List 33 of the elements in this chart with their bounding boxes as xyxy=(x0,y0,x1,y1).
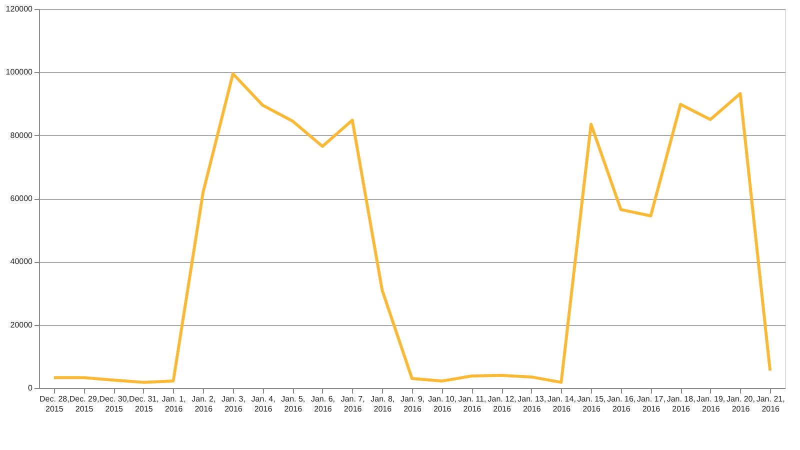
y-tick-label: 20000 xyxy=(10,320,34,330)
x-tick-label: Jan. 7, 2016 xyxy=(340,394,365,414)
x-tick-label: Jan. 21, 2016 xyxy=(756,394,785,414)
x-tick-label: Jan. 6, 2016 xyxy=(310,394,335,414)
x-tick-label: Dec. 28, 2015 xyxy=(40,394,70,414)
x-tick-label: Jan. 8, 2016 xyxy=(370,394,395,414)
x-tick-label: Jan. 1, 2016 xyxy=(162,394,186,414)
x-tick-label: Dec. 29, 2015 xyxy=(69,394,100,414)
x-tick-label: Jan. 10, 2016 xyxy=(428,394,457,414)
x-tick-label: Jan. 18, 2016 xyxy=(666,394,696,414)
x-tick-label: Jan. 12, 2016 xyxy=(488,394,516,414)
x-tick-label: Jan. 15, 2016 xyxy=(577,394,606,414)
y-tick-label: 120000 xyxy=(6,4,34,14)
x-tick-label: Jan. 9, 2016 xyxy=(400,394,425,414)
x-tick-label: Jan. 11, 2016 xyxy=(458,394,486,414)
x-tick-label: Dec. 30, 2015 xyxy=(99,394,129,414)
y-tick-label: 40000 xyxy=(10,257,34,266)
x-tick-label: Jan. 16, 2016 xyxy=(607,394,636,414)
x-tick-label: Jan. 17, 2016 xyxy=(636,394,666,414)
y-tick-label: 100000 xyxy=(6,68,34,77)
x-tick-label: Dec. 31, 2015 xyxy=(129,394,159,414)
y-tick-label: 80000 xyxy=(10,130,34,140)
x-tick-label: Jan. 20, 2016 xyxy=(726,394,755,414)
x-tick-label: Jan. 2, 2016 xyxy=(192,394,216,414)
x-tick-label: Jan. 19, 2016 xyxy=(696,394,726,414)
y-tick-label: 60000 xyxy=(10,194,34,203)
x-tick-label: Jan. 13, 2016 xyxy=(518,394,546,414)
x-tick-label: Jan. 3, 2016 xyxy=(221,394,246,414)
y-tick-label: 0 xyxy=(28,384,34,392)
line-series xyxy=(52,72,772,384)
x-tick-label: Jan. 14, 2016 xyxy=(547,394,576,414)
x-tick-label: Jan. 4, 2016 xyxy=(251,394,276,414)
x-tick-label: Jan. 5, 2016 xyxy=(281,394,306,414)
